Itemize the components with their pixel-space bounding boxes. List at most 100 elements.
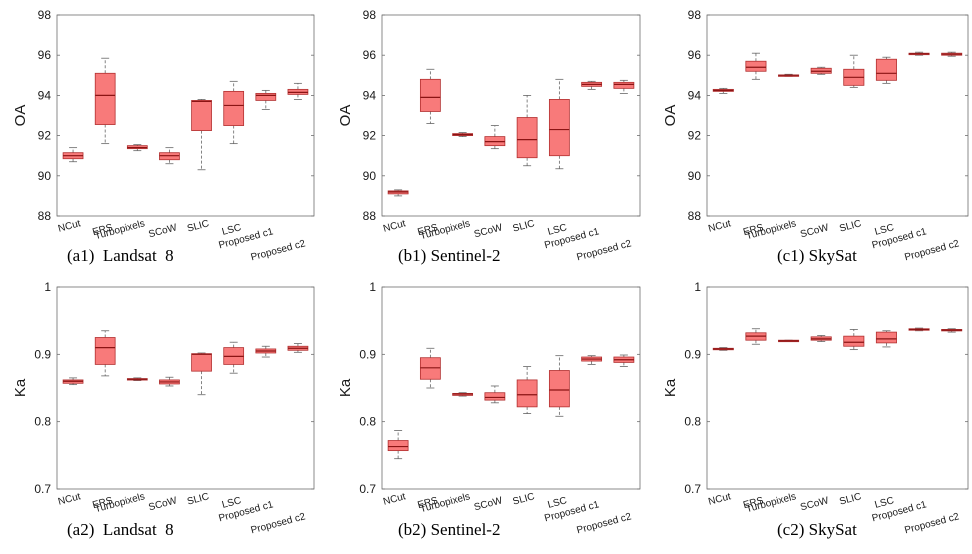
box-ncut [387,189,409,197]
x-tick-label: SLIC [512,218,536,234]
x-tick-label: SLIC [838,218,862,234]
x-tick-label: Turbopixels [419,218,471,242]
panel-caption: (c1) SkySat [777,246,857,265]
box-proposed-c1 [908,51,930,56]
x-tick-label: LSC [221,495,243,511]
box-iqr [94,337,116,365]
panel-caption: (a1) Landsat 8 [67,246,174,265]
x-tick-label: SCoW [473,222,504,240]
y-tick-label: 92 [38,129,52,143]
y-tick-label: 0.7 [34,482,51,496]
x-tick-label: ERS [416,222,439,238]
box-lsc [223,341,245,374]
box-scow [810,66,832,75]
box-ers [745,52,767,80]
box-ncut [712,347,734,351]
y-axis-label: OA [337,105,354,127]
x-tick-label: Proposed c2 [576,511,634,536]
box-scow [159,147,180,165]
box-lsc [223,80,245,145]
box-turbopixels [452,132,474,138]
box-ncut [712,87,734,94]
box-turbopixels [452,392,474,397]
box-iqr [387,440,409,452]
box-scow [810,335,832,342]
box-iqr [191,100,212,131]
box-proposed-c1 [581,80,603,90]
chart-panel-6: 0.7 0.8 0.9 1 Ka NCut ERS Turbopixels SCoW SLIC LS… [648,277,972,554]
x-tick-label: Proposed c2 [576,238,634,263]
panel-caption: (a2) Landsat 8 [67,520,174,539]
x-tick-label: Proposed c2 [903,511,961,536]
x-tick-label: NCut [382,218,407,235]
box-turbopixels [778,73,800,77]
y-tick-label: 88 [363,209,377,223]
y-tick-label: 96 [363,48,377,62]
chart-panel-1: 88 90 92 94 96 98 OA NCut ERS Turbopixels SCoW SLIC… [0,0,324,277]
box-lsc [548,78,570,170]
box-lsc [875,330,897,348]
x-tick-label: NCut [57,491,82,508]
panel-caption: (b2) Sentinel-2 [398,520,501,539]
y-tick-label: 96 [38,48,52,62]
y-tick-label: 94 [363,88,377,102]
box-iqr [255,92,277,101]
box-ncut [62,147,84,163]
box-iqr [484,392,506,401]
x-tick-label: SCoW [147,495,178,513]
y-tick-label: 1 [369,280,376,294]
axes-frame [56,14,315,217]
box-proposed-c2 [287,343,309,353]
box-proposed-c1 [255,345,277,358]
y-tick-label: 98 [688,8,702,22]
box-iqr [419,357,441,380]
x-tick-label: ERS [91,222,114,238]
x-tick-label: NCut [707,491,732,508]
box-iqr [94,72,116,125]
box-ers [94,57,116,145]
y-axis-label: Ka [12,378,29,397]
box-ers [94,330,116,377]
box-proposed-c1 [908,327,930,332]
x-tick-label: SCoW [799,222,830,240]
box-iqr [843,335,865,347]
x-tick-label: LSC [874,495,896,511]
panel-caption: (c2) SkySat [777,520,857,539]
x-tick-label: SCoW [147,222,178,240]
x-tick-label: ERS [742,222,765,238]
box-lsc [875,56,897,84]
y-axis-label: Ka [337,378,354,397]
box-scow [484,385,506,404]
box-ncut [387,430,409,460]
y-tick-label: 94 [38,88,52,102]
box-proposed-c2 [613,79,635,94]
x-tick-label: LSC [547,495,569,511]
box-ers [419,68,441,124]
panel-caption: (b1) Sentinel-2 [398,246,501,265]
x-tick-label: LSC [221,222,243,238]
x-tick-label: SCoW [473,495,504,513]
box-slic [516,95,538,167]
x-tick-label: Proposed c2 [903,238,961,263]
box-iqr [875,331,897,344]
x-tick-label: NCut [57,218,82,235]
box-ers [745,328,767,345]
y-tick-label: 98 [38,8,52,22]
y-tick-label: 94 [688,88,702,102]
box-lsc [548,355,570,417]
box-iqr [875,58,897,81]
y-tick-label: 90 [363,169,377,183]
y-tick-label: 88 [38,209,52,223]
y-tick-label: 92 [363,129,377,143]
x-tick-label: Turbopixels [94,218,146,242]
y-tick-label: 0.7 [684,482,701,496]
y-tick-label: 92 [688,129,702,143]
x-tick-label: LSC [547,222,569,238]
box-proposed-c2 [941,51,963,57]
x-tick-label: Turbopixels [745,218,797,242]
axes-frame [706,14,969,217]
